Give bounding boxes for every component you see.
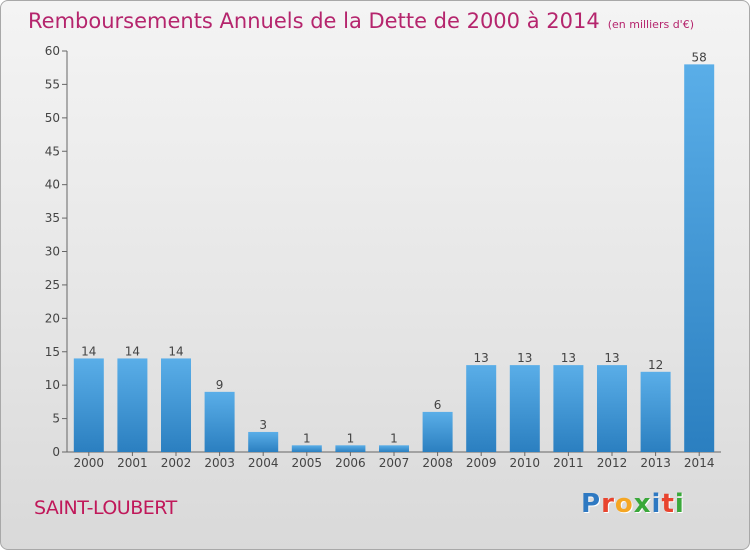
commune-name: SAINT-LOUBERT [34,497,177,519]
y-tick-label: 60 [45,44,60,58]
bar-value-label: 6 [434,398,442,412]
x-tick-label: 2003 [204,456,235,470]
y-tick-label: 5 [52,412,60,426]
x-tick-label: 2013 [640,456,671,470]
bar [597,365,627,452]
logo-letter: i [674,489,685,519]
x-tick-label: 2004 [248,456,279,470]
x-tick-label: 2008 [422,456,453,470]
x-tick-label: 2007 [379,456,410,470]
x-tick-label: 2010 [510,456,541,470]
bar-value-label: 58 [692,50,707,64]
y-tick-label: 55 [45,77,60,91]
x-tick-label: 2005 [292,456,323,470]
y-tick-label: 0 [52,445,60,459]
bar-value-label: 1 [303,431,311,445]
x-tick-label: 2000 [74,456,105,470]
bar [379,445,409,452]
bar-value-label: 12 [648,358,663,372]
bar [335,445,366,452]
y-tick-label: 45 [45,144,60,158]
logo-letter: o [614,489,634,519]
bar [161,358,191,452]
bar [117,358,148,452]
y-tick-label: 40 [45,178,60,192]
x-tick-label: 2002 [161,456,192,470]
bar-value-label: 13 [561,351,576,365]
y-tick-label: 50 [45,111,60,125]
logo-letter: t [661,489,675,519]
bar [509,365,540,452]
bar-value-label: 14 [168,344,183,358]
chart-title-text: Remboursements Annuels de la Dette de 20… [28,9,600,33]
unit-note: (en milliers d'€) [607,18,694,31]
bar-value-label: 13 [517,351,532,365]
x-tick-label: 2006 [335,456,366,470]
bar-value-label: 13 [474,351,489,365]
y-tick-label: 25 [45,278,60,292]
bar-value-label: 3 [259,418,267,432]
y-tick-label: 30 [45,245,60,259]
x-tick-label: 2011 [553,456,584,470]
chart-title: Remboursements Annuels de la Dette de 20… [28,9,694,33]
logo-letter: x [633,489,652,519]
bar [422,411,453,452]
bar [204,391,235,452]
bar-value-label: 14 [81,344,96,358]
x-tick-label: 2012 [597,456,628,470]
bar-value-label: 14 [125,344,140,358]
bar-value-label: 1 [347,431,355,445]
bar [73,358,104,452]
bar-value-label: 9 [216,378,224,392]
bar-value-label: 1 [390,431,398,445]
y-tick-label: 20 [45,311,60,325]
logo-letter: P [581,489,602,519]
proxiti-logo[interactable]: Proxiti [581,489,685,519]
y-tick-label: 10 [45,378,60,392]
x-tick-label: 2009 [466,456,497,470]
logo-letter: i [651,489,662,519]
bar [553,365,584,452]
x-tick-label: 2014 [684,456,715,470]
bar [248,431,279,452]
bar-value-label: 13 [604,351,619,365]
logo-letter: r [601,489,615,519]
bar [640,371,671,452]
bar [291,445,322,452]
y-tick-label: 15 [45,345,60,359]
y-tick-label: 35 [45,211,60,225]
bar [684,64,715,452]
x-tick-label: 2001 [117,456,148,470]
bar [466,365,497,452]
